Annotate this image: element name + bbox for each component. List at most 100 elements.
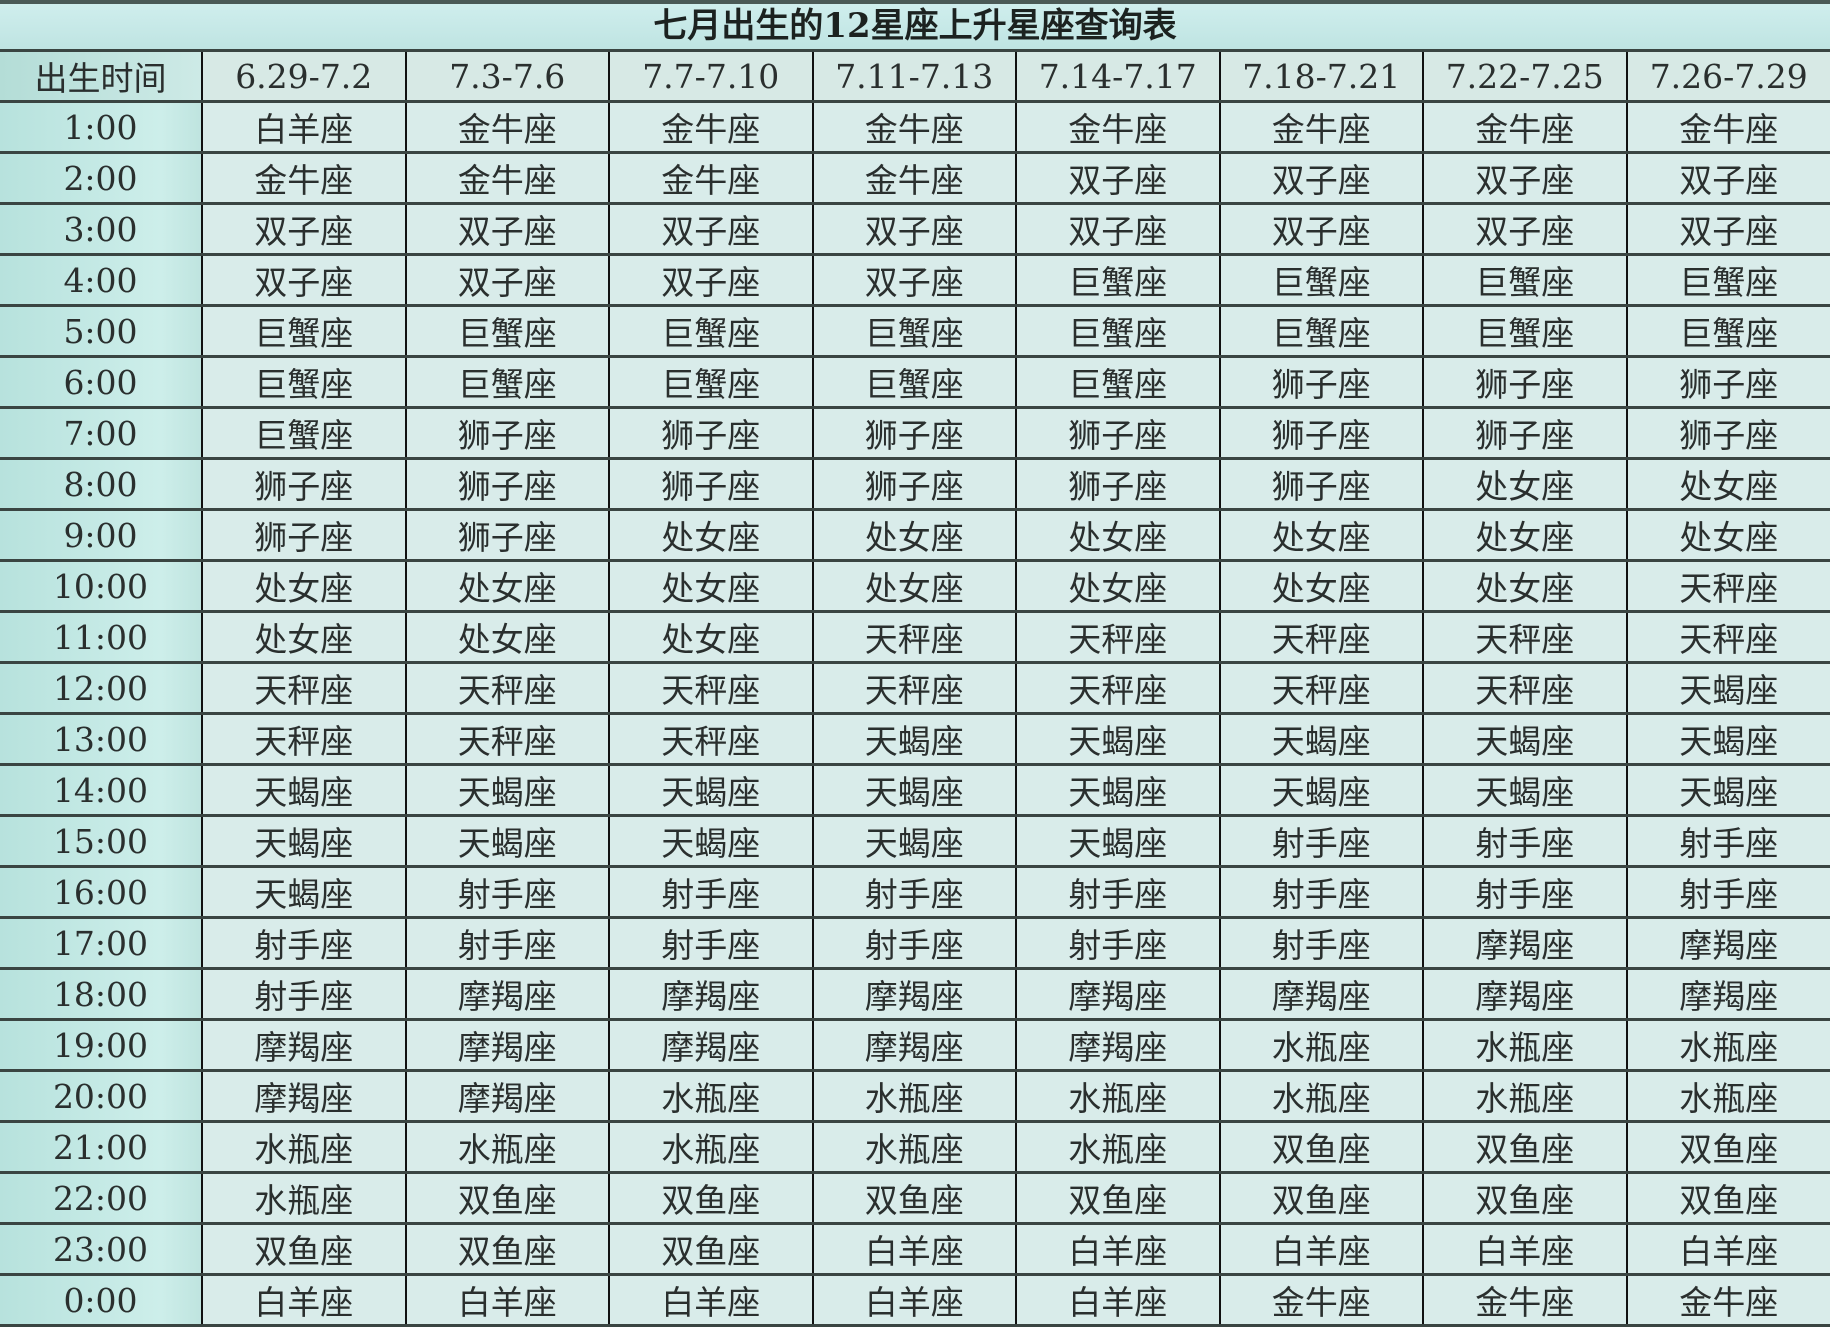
ascendant-sign-cell: 双鱼座 [406,1224,610,1275]
ascendant-sign-cell: 天秤座 [202,663,406,714]
ascendant-sign-cell: 双子座 [1220,153,1424,204]
ascendant-sign-cell: 金牛座 [609,153,813,204]
birth-time-cell: 11:00 [0,612,202,663]
birth-time-cell: 7:00 [0,408,202,459]
ascendant-sign-cell: 天秤座 [1423,663,1627,714]
birth-time-cell: 12:00 [0,663,202,714]
ascendant-sign-cell: 天蝎座 [202,867,406,918]
birth-time-cell: 17:00 [0,918,202,969]
ascendant-sign-cell: 白羊座 [1423,1224,1627,1275]
ascendant-sign-cell: 狮子座 [1627,357,1830,408]
ascendant-sign-cell: 射手座 [1423,816,1627,867]
ascendant-sign-cell: 天蝎座 [202,816,406,867]
ascendant-sign-cell: 巨蟹座 [406,306,610,357]
ascendant-sign-cell: 水瓶座 [1220,1071,1424,1122]
ascendant-sign-cell: 双鱼座 [1627,1173,1830,1224]
ascendant-sign-cell: 摩羯座 [609,1020,813,1071]
table-title: 七月出生的12星座上升星座查询表 [0,4,1830,52]
ascendant-sign-cell: 巨蟹座 [1220,255,1424,306]
ascendant-sign-cell: 天蝎座 [813,816,1017,867]
ascendant-sign-cell: 金牛座 [1016,102,1220,153]
ascendant-sign-cell: 巨蟹座 [1016,357,1220,408]
header-date-range: 7.14-7.17 [1016,52,1220,102]
ascendant-sign-cell: 处女座 [1627,510,1830,561]
ascendant-sign-cell: 天秤座 [813,612,1017,663]
ascendant-sign-cell: 双子座 [406,204,610,255]
ascendant-sign-cell: 双子座 [1016,153,1220,204]
ascendant-sign-cell: 摩羯座 [1627,918,1830,969]
header-date-range: 6.29-7.2 [202,52,406,102]
ascendant-sign-cell: 金牛座 [1220,102,1424,153]
ascendant-sign-cell: 摩羯座 [609,969,813,1020]
ascendant-sign-cell: 金牛座 [813,153,1017,204]
ascendant-sign-cell: 射手座 [406,867,610,918]
birth-time-cell: 2:00 [0,153,202,204]
ascendant-sign-cell: 双子座 [1627,153,1830,204]
ascendant-sign-cell: 处女座 [406,561,610,612]
ascendant-sign-cell: 射手座 [406,918,610,969]
ascendant-sign-cell: 白羊座 [1627,1224,1830,1275]
ascendant-sign-cell: 天蝎座 [1627,765,1830,816]
ascendant-sign-cell: 巨蟹座 [1220,306,1424,357]
ascendant-sign-cell: 狮子座 [202,459,406,510]
ascendant-sign-cell: 射手座 [202,918,406,969]
ascendant-sign-cell: 射手座 [609,867,813,918]
ascendant-sign-cell: 双子座 [1423,153,1627,204]
ascendant-sign-cell: 狮子座 [813,459,1017,510]
birth-time-cell: 14:00 [0,765,202,816]
ascendant-sign-cell: 天秤座 [1016,663,1220,714]
ascendant-sign-cell: 狮子座 [1627,408,1830,459]
ascendant-sign-cell: 射手座 [202,969,406,1020]
ascendant-sign-cell: 天蝎座 [1627,714,1830,765]
ascendant-sign-cell: 白羊座 [202,1275,406,1326]
ascendant-sign-cell: 白羊座 [813,1275,1017,1326]
ascendant-sign-cell: 水瓶座 [1220,1020,1424,1071]
ascendant-sign-cell: 白羊座 [1220,1224,1424,1275]
header-date-range: 7.11-7.13 [813,52,1017,102]
ascendant-sign-cell: 双鱼座 [202,1224,406,1275]
ascendant-sign-cell: 水瓶座 [202,1122,406,1173]
ascendant-sign-cell: 处女座 [1423,510,1627,561]
ascendant-sign-cell: 狮子座 [406,510,610,561]
birth-time-cell: 16:00 [0,867,202,918]
ascendant-sign-cell: 摩羯座 [406,969,610,1020]
ascendant-sign-cell: 水瓶座 [1627,1020,1830,1071]
ascendant-sign-cell: 金牛座 [1627,1275,1830,1326]
ascendant-sign-cell: 射手座 [1423,867,1627,918]
ascendant-sign-cell: 天蝎座 [813,765,1017,816]
ascendant-sign-cell: 巨蟹座 [813,306,1017,357]
ascendant-sign-cell: 天蝎座 [1220,765,1424,816]
ascendant-sign-cell: 射手座 [1016,867,1220,918]
ascendant-sign-cell: 射手座 [813,918,1017,969]
ascendant-sign-cell: 狮子座 [609,408,813,459]
ascendant-sign-cell: 天秤座 [609,663,813,714]
ascendant-sign-cell: 处女座 [609,561,813,612]
ascendant-sign-cell: 射手座 [1627,816,1830,867]
ascendant-sign-cell: 狮子座 [813,408,1017,459]
ascendant-sign-cell: 巨蟹座 [609,357,813,408]
ascendant-sign-cell: 射手座 [1220,867,1424,918]
ascendant-sign-cell: 狮子座 [1016,459,1220,510]
ascendant-sign-cell: 天秤座 [1627,561,1830,612]
ascendant-sign-cell: 摩羯座 [1016,1020,1220,1071]
ascendant-sign-cell: 狮子座 [1016,408,1220,459]
ascendant-sign-cell: 天秤座 [1627,612,1830,663]
ascendant-sign-cell: 摩羯座 [1627,969,1830,1020]
ascendant-sign-cell: 金牛座 [609,102,813,153]
ascendant-sign-cell: 水瓶座 [1016,1122,1220,1173]
ascendant-sign-cell: 双子座 [609,255,813,306]
ascendant-sign-cell: 摩羯座 [813,969,1017,1020]
birth-time-cell: 13:00 [0,714,202,765]
ascendant-sign-cell: 巨蟹座 [202,306,406,357]
ascendant-sign-cell: 射手座 [1016,918,1220,969]
